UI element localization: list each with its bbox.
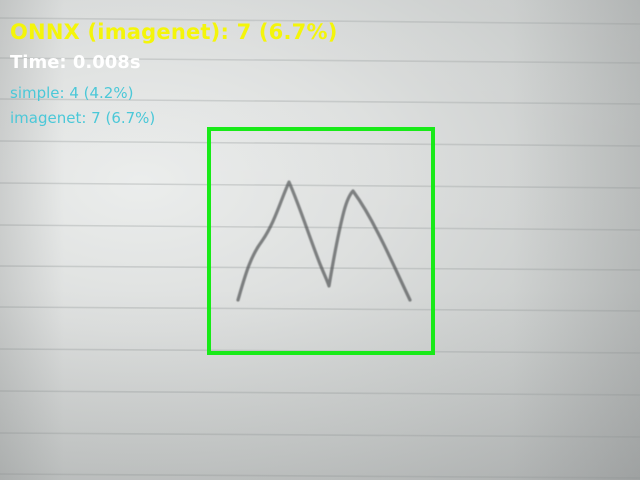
simple-model-result: simple: 4 (4.2%)	[10, 84, 134, 102]
prediction-headline: ONNX (imagenet): 7 (6.7%)	[10, 20, 338, 44]
detection-bounding-box	[207, 127, 435, 355]
inference-time-label: Time: 0.008s	[10, 52, 141, 73]
imagenet-model-result: imagenet: 7 (6.7%)	[10, 109, 156, 127]
